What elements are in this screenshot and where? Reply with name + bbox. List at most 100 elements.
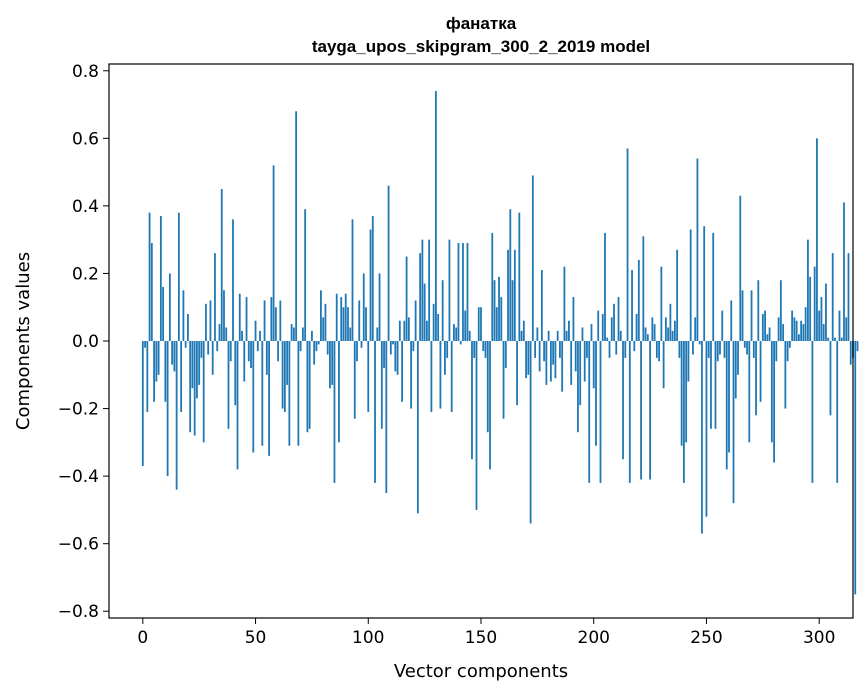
bar — [816, 138, 818, 341]
bar — [236, 341, 239, 470]
bar — [448, 239, 451, 341]
bar — [297, 341, 300, 446]
bar — [773, 341, 775, 463]
y-tick-label: 0.0 — [72, 332, 99, 352]
bar — [320, 290, 322, 341]
bar — [761, 313, 764, 341]
bar — [453, 324, 455, 341]
bar — [423, 283, 426, 341]
bar — [171, 341, 174, 365]
bar — [317, 341, 320, 345]
bar — [437, 313, 440, 341]
bar — [459, 341, 462, 345]
bar — [175, 341, 178, 490]
y-tick-label: −0.8 — [58, 602, 99, 622]
chart-title: фанатка — [446, 14, 517, 33]
bar — [759, 341, 762, 402]
bar — [746, 341, 748, 355]
bar — [534, 341, 537, 358]
bar — [205, 303, 207, 341]
bar — [795, 320, 798, 341]
bar — [843, 202, 845, 341]
bar — [371, 216, 374, 341]
bar — [694, 317, 697, 341]
bar — [788, 341, 791, 348]
bar — [398, 320, 401, 341]
chart-subtitle: tayga_upos_skipgram_300_2_2019 model — [312, 37, 650, 56]
bar — [531, 175, 534, 341]
bar — [193, 341, 196, 436]
y-tick-label: −0.6 — [58, 535, 99, 555]
bar — [565, 330, 568, 341]
bar — [277, 341, 279, 362]
bar — [286, 341, 289, 385]
bar — [581, 327, 584, 341]
bar — [182, 290, 185, 341]
bar — [845, 317, 848, 341]
bar — [721, 310, 724, 341]
bar — [511, 280, 514, 341]
bar — [563, 266, 566, 341]
bar — [757, 280, 760, 341]
bar — [486, 341, 489, 433]
bar — [748, 341, 751, 443]
bar — [243, 341, 246, 382]
bar — [146, 341, 149, 412]
bar — [703, 226, 706, 341]
bar — [705, 341, 708, 517]
bar — [513, 249, 516, 341]
bar — [367, 341, 370, 412]
bar — [261, 341, 264, 446]
bar — [743, 341, 746, 348]
bar — [710, 341, 712, 429]
bar — [232, 219, 234, 341]
bar — [421, 239, 424, 341]
bar — [227, 341, 230, 429]
bar — [247, 341, 250, 362]
bar — [335, 293, 338, 341]
bar — [556, 330, 559, 341]
bar — [622, 341, 624, 460]
x-axis-ticks: 0 50 100 150 200 250 300 — [137, 618, 835, 648]
bar — [633, 341, 636, 352]
bar — [270, 297, 273, 341]
bar — [540, 270, 543, 341]
bar — [385, 341, 388, 494]
bar — [187, 313, 189, 341]
bar — [784, 341, 787, 409]
bar — [732, 341, 735, 504]
bar — [847, 253, 850, 341]
bar — [610, 317, 613, 341]
bar — [207, 341, 210, 355]
bar — [737, 341, 739, 375]
bar — [741, 290, 744, 341]
bar — [592, 341, 595, 389]
bar — [802, 324, 805, 341]
bar — [725, 341, 728, 470]
bar — [356, 341, 358, 362]
bar — [637, 259, 640, 341]
bar — [234, 341, 237, 406]
bar — [218, 324, 221, 341]
bar — [825, 283, 827, 341]
bar — [378, 273, 381, 341]
bar — [707, 341, 710, 358]
x-tick-label: 0 — [137, 628, 148, 648]
bar — [570, 341, 573, 385]
bar — [734, 341, 737, 399]
bar — [653, 324, 656, 341]
bar — [498, 276, 500, 341]
bar — [148, 212, 151, 341]
bar — [419, 253, 422, 341]
bar — [809, 276, 812, 341]
bar — [166, 341, 169, 477]
bar — [344, 293, 347, 341]
bar — [405, 256, 408, 341]
bar — [588, 341, 591, 483]
bar — [216, 341, 219, 352]
bar — [568, 320, 570, 341]
bar — [157, 341, 160, 375]
bar — [831, 253, 834, 341]
bar — [311, 330, 313, 341]
bar — [764, 310, 766, 341]
